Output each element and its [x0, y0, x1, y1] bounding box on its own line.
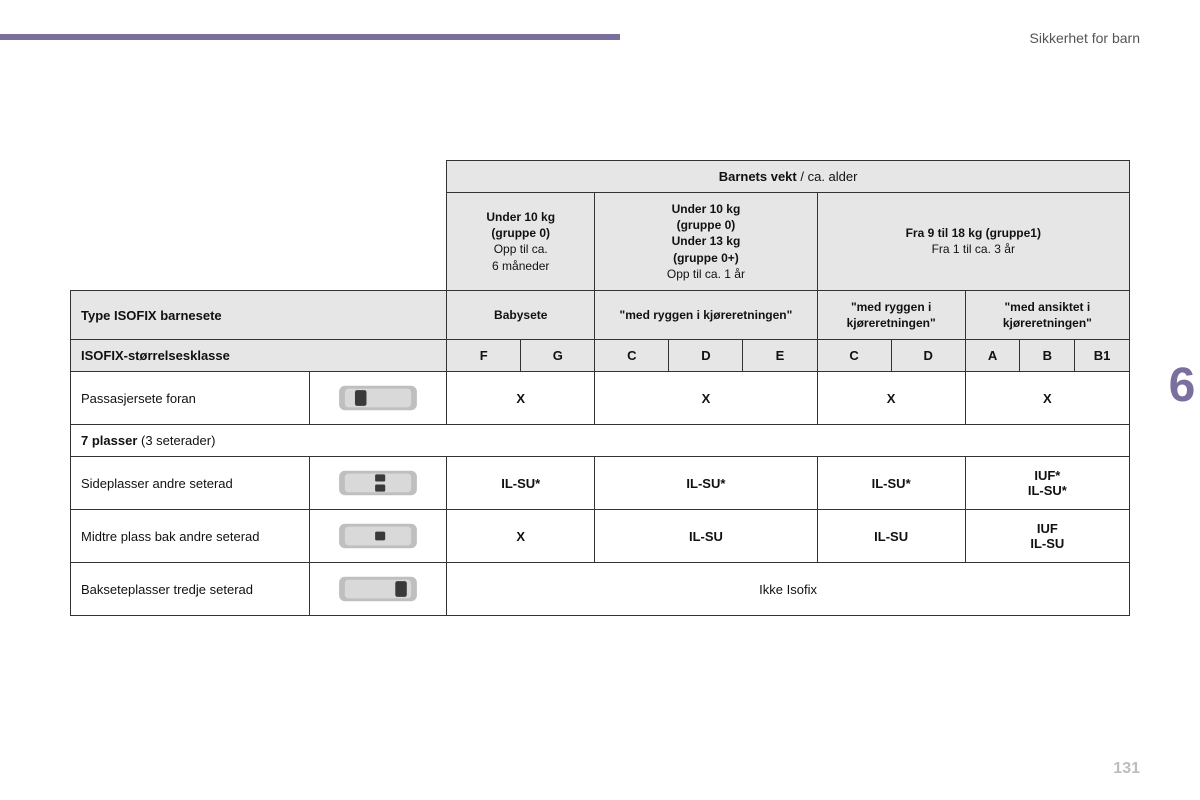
seat-type-c1: Babysete — [447, 290, 595, 339]
car-top-front-icon — [334, 380, 422, 416]
sc-G: G — [521, 340, 595, 372]
size-class-label: ISOFIX-størrelsesklasse — [71, 340, 447, 372]
weight-group-1: Under 10 kg (gruppe 0) Opp til ca. 6 mån… — [447, 193, 595, 291]
sc-D2: D — [891, 340, 965, 372]
seat-type-c2: "med ryggen i kjøreretningen" — [595, 290, 817, 339]
row-r2side-c4: IUF*IL-SU* — [965, 457, 1129, 510]
section-7plasser-rest: (3 seterader) — [137, 433, 215, 448]
row-r2side-c1: IL-SU* — [447, 457, 595, 510]
isofix-table: Barnets vekt / ca. alder Under 10 kg (gr… — [70, 160, 1130, 616]
wg2-l5: Opp til ca. 1 år — [667, 267, 745, 281]
row-r2mid-icon-cell — [310, 510, 447, 563]
row-front-c3: X — [817, 372, 965, 425]
wg3-l1: Fra 9 til 18 kg (gruppe1) — [906, 226, 1041, 240]
wg3-l2: Fra 1 til ca. 3 år — [932, 242, 1015, 256]
row-r2mid-c4: IUFIL-SU — [965, 510, 1129, 563]
sc-B: B — [1020, 340, 1075, 372]
car-top-row2side-icon — [334, 465, 422, 501]
sc-C2: C — [817, 340, 891, 372]
sc-D1: D — [669, 340, 743, 372]
top-accent-rule — [0, 34, 620, 40]
car-top-row2mid-icon — [334, 518, 422, 554]
row-r2mid-c1: X — [447, 510, 595, 563]
weight-age-bold: Barnets vekt — [719, 169, 797, 184]
row-front-icon-cell — [310, 372, 447, 425]
seat-type-c4: "med ansiktet i kjøreretningen" — [965, 290, 1129, 339]
row-r2side-icon-cell — [310, 457, 447, 510]
wg2-l4: (gruppe 0+) — [673, 251, 739, 265]
row-r3-label: Bakseteplasser tredje seterad — [71, 563, 310, 616]
weight-age-header: Barnets vekt / ca. alder — [447, 161, 1130, 193]
section-7plasser-bold: 7 plasser — [81, 433, 137, 448]
row-front-label: Passasjersete foran — [71, 372, 310, 425]
row-r2mid-c2: IL-SU — [595, 510, 817, 563]
sc-C1: C — [595, 340, 669, 372]
row-front-c2: X — [595, 372, 817, 425]
row-r3-full: Ikke Isofix — [447, 563, 1130, 616]
wg1-l1: Under 10 kg — [486, 210, 555, 224]
chapter-number: 6 — [1169, 358, 1196, 413]
row-r2side-label: Sideplasser andre seterad — [71, 457, 310, 510]
wg1-l3: Opp til ca. — [494, 242, 548, 256]
weight-group-2: Under 10 kg (gruppe 0) Under 13 kg (grup… — [595, 193, 817, 291]
row-r2mid-c3: IL-SU — [817, 510, 965, 563]
wg2-l2: (gruppe 0) — [677, 218, 736, 232]
row-r2side-c2: IL-SU* — [595, 457, 817, 510]
sc-B1: B1 — [1075, 340, 1130, 372]
wg1-l4: 6 måneder — [492, 259, 549, 273]
wg2-l1: Under 10 kg — [672, 202, 741, 216]
sc-E: E — [743, 340, 817, 372]
page-number: 131 — [1113, 760, 1140, 778]
car-top-row3-icon — [334, 571, 422, 607]
weight-group-3: Fra 9 til 18 kg (gruppe1) Fra 1 til ca. … — [817, 193, 1129, 291]
row-front-c4: X — [965, 372, 1129, 425]
sc-A: A — [965, 340, 1020, 372]
section-title: Sikkerhet for barn — [1030, 30, 1141, 46]
section-7plasser: 7 plasser (3 seterader) — [71, 425, 1130, 457]
row-front-c1: X — [447, 372, 595, 425]
row-r2side-c3: IL-SU* — [817, 457, 965, 510]
seat-type-label: Type ISOFIX barnesete — [71, 290, 447, 339]
row-r2mid-label: Midtre plass bak andre seterad — [71, 510, 310, 563]
chapter-tab: 6 — [1164, 340, 1200, 430]
row-r3-icon-cell — [310, 563, 447, 616]
wg2-l3: Under 13 kg — [672, 234, 741, 248]
seat-type-c3: "med ryggen i kjøreretningen" — [817, 290, 965, 339]
sc-F: F — [447, 340, 521, 372]
blank-corner — [71, 161, 447, 291]
weight-age-rest: / ca. alder — [797, 169, 858, 184]
wg1-l2: (gruppe 0) — [491, 226, 550, 240]
